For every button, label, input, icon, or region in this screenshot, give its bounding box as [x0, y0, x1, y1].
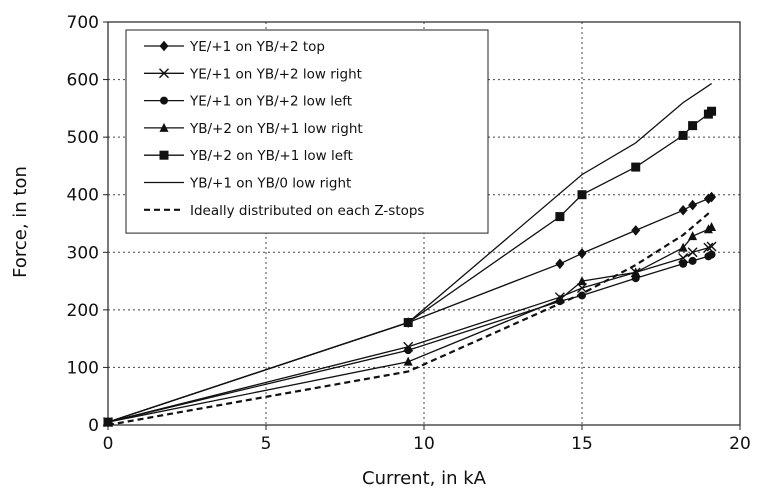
- x-tick-label: 0: [103, 434, 114, 454]
- data-point-square: [678, 130, 688, 140]
- y-tick-label: 400: [67, 186, 99, 206]
- data-point-diamond: [707, 191, 717, 203]
- legend-item: YE/+1 on YB/+2 top: [144, 39, 325, 55]
- data-point-triangle: [688, 231, 698, 241]
- x-axis-title: Current, in kA: [362, 468, 487, 488]
- data-point-triangle: [707, 221, 717, 231]
- data-point-circle: [679, 259, 688, 268]
- data-point-circle: [688, 256, 697, 265]
- y-tick-label: 100: [67, 358, 99, 378]
- y-tick-label: 700: [67, 13, 99, 33]
- data-point-triangle: [555, 294, 565, 304]
- data-point-x: [678, 253, 689, 264]
- data-point-square: [631, 162, 641, 172]
- x-tick-label: 10: [413, 434, 435, 454]
- y-tick-label: 300: [67, 243, 99, 263]
- legend-label: Ideally distributed on each Z-stops: [190, 203, 424, 219]
- data-point-diamond: [703, 193, 713, 205]
- legend-item: YE/+1 on YB/+2 low left: [144, 94, 352, 110]
- y-tick-label: 600: [67, 71, 99, 91]
- legend-item: YB/+2 on YB/+1 low left: [144, 148, 353, 164]
- legend-label: YB/+1 on YB/0 low right: [189, 176, 351, 192]
- data-point-square: [577, 190, 587, 200]
- data-point-diamond: [555, 258, 565, 270]
- series-group: [103, 83, 717, 428]
- data-point-diamond: [631, 225, 641, 236]
- legend-box: [125, 29, 489, 234]
- legend-label: YB/+2 on YB/+1 low right: [189, 121, 363, 137]
- legend-item: YB/+2 on YB/+1 low right: [144, 121, 363, 137]
- x-tick-label: 20: [729, 434, 751, 454]
- series-7: [107, 209, 713, 427]
- legend-label: YE/+1 on YB/+2 top: [189, 39, 325, 55]
- data-point-circle: [160, 96, 168, 105]
- data-point-square: [688, 121, 698, 131]
- series-line: [107, 245, 712, 423]
- data-point-square: [707, 106, 717, 116]
- axes: [103, 21, 741, 430]
- data-point-diamond: [577, 248, 587, 259]
- data-point-x: [706, 241, 717, 252]
- legend-label: YE/+1 on YB/+2 low right: [189, 66, 362, 82]
- data-point-square: [159, 150, 169, 160]
- data-point-triangle: [159, 122, 169, 132]
- data-point-diamond: [678, 204, 688, 216]
- x-tick-label: 5: [261, 434, 272, 454]
- legend-label: YB/+2 on YB/+1 low left: [189, 148, 353, 164]
- series-line: [107, 254, 712, 423]
- data-point-triangle: [631, 267, 641, 277]
- series-line: [107, 209, 713, 427]
- legend-item: Ideally distributed on each Z-stops: [144, 203, 424, 219]
- y-axis-title: Force, in ton: [10, 166, 31, 278]
- y-tick-label: 200: [67, 301, 99, 321]
- series-line: [107, 83, 712, 423]
- x-tick-label: 15: [571, 434, 593, 454]
- legend-item: YB/+1 on YB/0 low right: [144, 176, 351, 192]
- data-point-diamond: [159, 40, 169, 52]
- y-tick-label: 500: [67, 128, 99, 148]
- data-point-x: [159, 68, 169, 79]
- data-point-triangle: [678, 242, 688, 252]
- series-2: [103, 241, 717, 428]
- legend-label: YE/+1 on YB/+2 low left: [189, 94, 352, 110]
- y-tick-label: 0: [88, 416, 99, 436]
- data-point-square: [103, 417, 113, 427]
- series-6: [107, 83, 712, 423]
- data-point-triangle: [403, 356, 413, 366]
- data-point-square: [555, 212, 565, 222]
- data-point-triangle: [577, 276, 587, 286]
- data-point-diamond: [688, 199, 698, 211]
- data-point-x: [687, 247, 698, 258]
- data-point-circle: [404, 346, 413, 355]
- legend: YE/+1 on YB/+2 top YE/+1 on YB/+2 low rig…: [125, 29, 489, 234]
- legend-item: YE/+1 on YB/+2 low right: [144, 66, 362, 82]
- data-point-circle: [707, 250, 716, 259]
